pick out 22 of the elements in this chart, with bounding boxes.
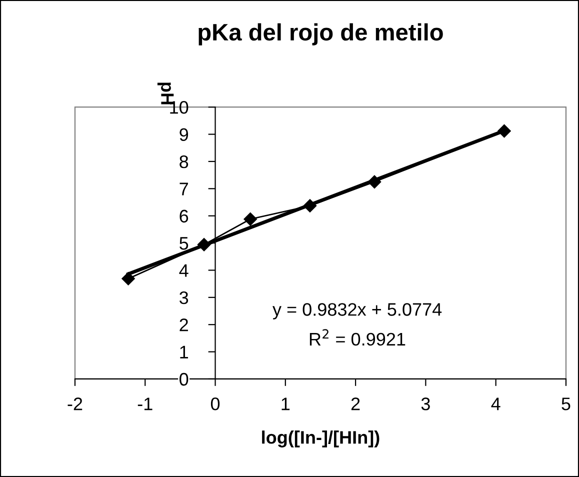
- x-axis-title: log([In-]/[HIn]): [262, 430, 380, 448]
- annotation: y = 0.9832x + 5.0774: [272, 303, 442, 320]
- x-tick-label: -2: [68, 398, 82, 410]
- x-tick-label: 2: [351, 398, 360, 410]
- y-tick-label: 8: [180, 155, 188, 168]
- x-tick-label: -1: [138, 398, 152, 410]
- y-tick-label: 0: [180, 372, 188, 386]
- y-tick-label: 6: [180, 210, 188, 223]
- x-tick-label: 5: [562, 398, 570, 410]
- y-tick-label: 3: [180, 291, 188, 304]
- y-tick-label: 5: [180, 237, 188, 250]
- y-tick-label: 1: [180, 346, 188, 358]
- y-tick-label: 9: [180, 128, 188, 141]
- chart-title: pKa del rojo de metilo: [198, 23, 443, 46]
- y-tick-label: 4: [179, 264, 188, 277]
- x-tick-label: 1: [282, 398, 290, 410]
- y-tick-label: 7: [180, 182, 188, 196]
- x-tick-label: 4: [491, 398, 500, 410]
- x-tick-label: 0: [210, 398, 220, 410]
- y-tick-label: 2: [180, 318, 188, 332]
- x-tick-label: 3: [421, 398, 430, 410]
- annotation: R$^{2}$ = 0.9921: [310, 329, 406, 346]
